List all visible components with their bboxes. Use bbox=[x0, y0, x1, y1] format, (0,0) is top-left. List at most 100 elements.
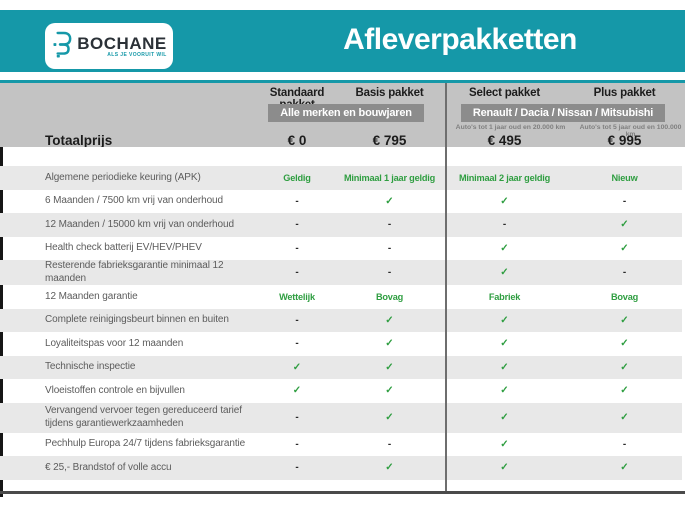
price-basis: € 795 bbox=[372, 133, 407, 148]
row-value-basis: ✓ bbox=[385, 412, 394, 423]
row-value-plus: ✓ bbox=[620, 314, 629, 326]
row-value-select: ✓ bbox=[500, 267, 509, 278]
row-value-standaard: ✓ bbox=[292, 385, 302, 397]
row-value-standaard: Wettelijk bbox=[279, 291, 315, 302]
row-value-select: ✓ bbox=[500, 385, 509, 397]
label-column-spacer bbox=[0, 87, 254, 111]
table-row: Vloeistoffen controle en bijvullen ✓ ✓ ✓… bbox=[0, 379, 682, 403]
row-value-standaard: - bbox=[295, 462, 299, 474]
row-value-plus: ✓ bbox=[620, 385, 629, 397]
row-value-basis: - bbox=[387, 438, 392, 450]
totals-label: Totaalprijs bbox=[45, 133, 113, 148]
row-value-basis: ✓ bbox=[385, 195, 394, 207]
row-value-select: - bbox=[502, 219, 507, 231]
note-select: Auto's tot 1 jaar oud en 20.000 km bbox=[455, 124, 566, 131]
row-label: 12 Maanden garantie bbox=[45, 290, 138, 302]
row-value-plus: Bovag bbox=[610, 291, 639, 302]
table-row: 12 Maanden garantie Wettelijk Bovag Fabr… bbox=[0, 285, 682, 309]
row-value-select: ✓ bbox=[500, 195, 509, 207]
table-row: Technische inspectie ✓ ✓ ✓ ✓ bbox=[0, 355, 682, 379]
row-label: Complete reinigingsbeurt binnen en buite… bbox=[45, 314, 229, 325]
logo-text: BOCHANE ALS JE VOORUIT WIL bbox=[77, 35, 166, 58]
row-value-plus: ✓ bbox=[620, 242, 629, 254]
row-label: Resterende fabrieksgarantie minimaal 12 … bbox=[45, 260, 224, 284]
row-label: Loyaliteitspas voor 12 maanden bbox=[45, 337, 184, 349]
row-value-standaard: - bbox=[295, 412, 299, 423]
table-row: Algemene periodieke keuring (APK) Geldig… bbox=[0, 166, 682, 190]
row-value-select: Fabriek bbox=[488, 291, 521, 302]
row-label: Health check batterij EV/HEV/PHEV bbox=[45, 242, 202, 253]
row-value-plus: ✓ bbox=[620, 462, 629, 474]
row-label: € 25,- Brandstof of volle accu bbox=[45, 461, 172, 473]
row-value-select: ✓ bbox=[500, 438, 509, 450]
price-select: € 495 bbox=[487, 133, 522, 148]
table-row: 6 Maanden / 7500 km vrij van onderhoud -… bbox=[0, 189, 682, 213]
row-label: Vloeistoffen controle en bijvullen bbox=[45, 384, 185, 396]
column-header-plus: Plus pakket bbox=[593, 87, 656, 99]
table-bottom-border bbox=[0, 491, 685, 494]
row-value-basis: Minimaal 1 jaar geldig bbox=[343, 172, 436, 183]
brand-tagline: ALS JE VOORUIT WIL bbox=[107, 51, 167, 58]
feature-table-body: Algemene periodieke keuring (APK) Geldig… bbox=[0, 166, 685, 497]
row-label: Vervangend vervoer tegen gereduceerd tar… bbox=[45, 405, 242, 429]
table-header-band: Standaard pakket Basis pakket Select pak… bbox=[0, 83, 685, 148]
table-row: Loyaliteitspas voor 12 maanden - ✓ ✓ ✓ bbox=[0, 332, 682, 356]
top-banner: BOCHANE ALS JE VOORUIT WIL Afleverpakket… bbox=[0, 10, 685, 72]
row-value-basis: ✓ bbox=[385, 385, 394, 397]
table-row: Resterende fabrieksgarantie minimaal 12 … bbox=[0, 260, 682, 285]
badge-brands: Renault / Dacia / Nissan / Mitsubishi bbox=[461, 104, 665, 122]
row-value-standaard: - bbox=[295, 338, 299, 350]
row-value-select: ✓ bbox=[500, 361, 509, 373]
bochane-b-icon bbox=[51, 29, 74, 63]
row-value-select: Minimaal 2 jaar geldig bbox=[458, 172, 551, 183]
row-label: Algemene periodieke keuring (APK) bbox=[45, 171, 201, 183]
row-value-select: ✓ bbox=[500, 412, 509, 423]
row-value-basis: - bbox=[387, 267, 392, 278]
note-plus: Auto's tot 5 jaar oud en 100.000 km bbox=[579, 124, 682, 138]
table-row: 12 Maanden / 15000 km vrij van onderhoud… bbox=[0, 213, 682, 237]
column-group-divider bbox=[445, 83, 447, 492]
table-row: Health check batterij EV/HEV/PHEV - - ✓ … bbox=[0, 236, 682, 260]
row-value-select: ✓ bbox=[500, 462, 509, 474]
row-label: 6 Maanden / 7500 km vrij van onderhoud bbox=[45, 195, 223, 206]
table-row: Vervangend vervoer tegen gereduceerd tar… bbox=[0, 402, 682, 433]
row-value-standaard: - bbox=[295, 242, 299, 254]
row-value-select: ✓ bbox=[500, 242, 509, 254]
row-value-standaard: - bbox=[295, 195, 299, 207]
brand-name: BOCHANE bbox=[77, 33, 167, 53]
price-standaard: € 0 bbox=[287, 133, 307, 148]
table-row: Complete reinigingsbeurt binnen en buite… bbox=[0, 308, 682, 332]
row-value-standaard: Geldig bbox=[283, 172, 311, 183]
row-label: 12 Maanden / 15000 km vrij van onderhoud bbox=[45, 218, 234, 230]
row-value-plus: Nieuw bbox=[611, 172, 638, 183]
row-value-basis: Bovag bbox=[375, 291, 404, 302]
row-label: Pechhulp Europa 24/7 tijdens fabrieksgar… bbox=[45, 438, 246, 449]
row-value-standaard: - bbox=[295, 314, 299, 326]
table-row: Pechhulp Europa 24/7 tijdens fabrieksgar… bbox=[0, 432, 682, 456]
row-value-standaard: ✓ bbox=[292, 361, 302, 373]
row-value-select: ✓ bbox=[500, 314, 509, 326]
bochane-logo: BOCHANE ALS JE VOORUIT WIL bbox=[45, 23, 173, 69]
row-label: Technische inspectie bbox=[45, 361, 136, 372]
row-value-select: ✓ bbox=[500, 338, 509, 350]
row-value-standaard: - bbox=[295, 267, 299, 278]
row-value-basis: ✓ bbox=[385, 462, 394, 474]
column-header-select: Select pakket bbox=[469, 87, 540, 99]
column-header-basis: Basis pakket bbox=[355, 87, 424, 99]
price-plus: € 995 bbox=[607, 133, 642, 148]
row-value-plus: - bbox=[622, 438, 627, 450]
spacer-row bbox=[0, 147, 685, 166]
row-value-plus: ✓ bbox=[620, 361, 629, 373]
row-value-basis: ✓ bbox=[385, 338, 394, 350]
row-value-basis: ✓ bbox=[385, 314, 394, 326]
row-value-basis: - bbox=[387, 219, 392, 231]
row-value-plus: - bbox=[622, 267, 627, 278]
page-title: Afleverpakketten bbox=[343, 23, 577, 56]
row-value-standaard: - bbox=[295, 438, 299, 450]
badge-alle-merken: Alle merken en bouwjaren bbox=[268, 104, 424, 122]
row-value-basis: - bbox=[387, 242, 392, 254]
row-value-plus: - bbox=[622, 195, 627, 207]
row-value-standaard: - bbox=[295, 219, 299, 231]
row-value-plus: ✓ bbox=[620, 219, 629, 231]
